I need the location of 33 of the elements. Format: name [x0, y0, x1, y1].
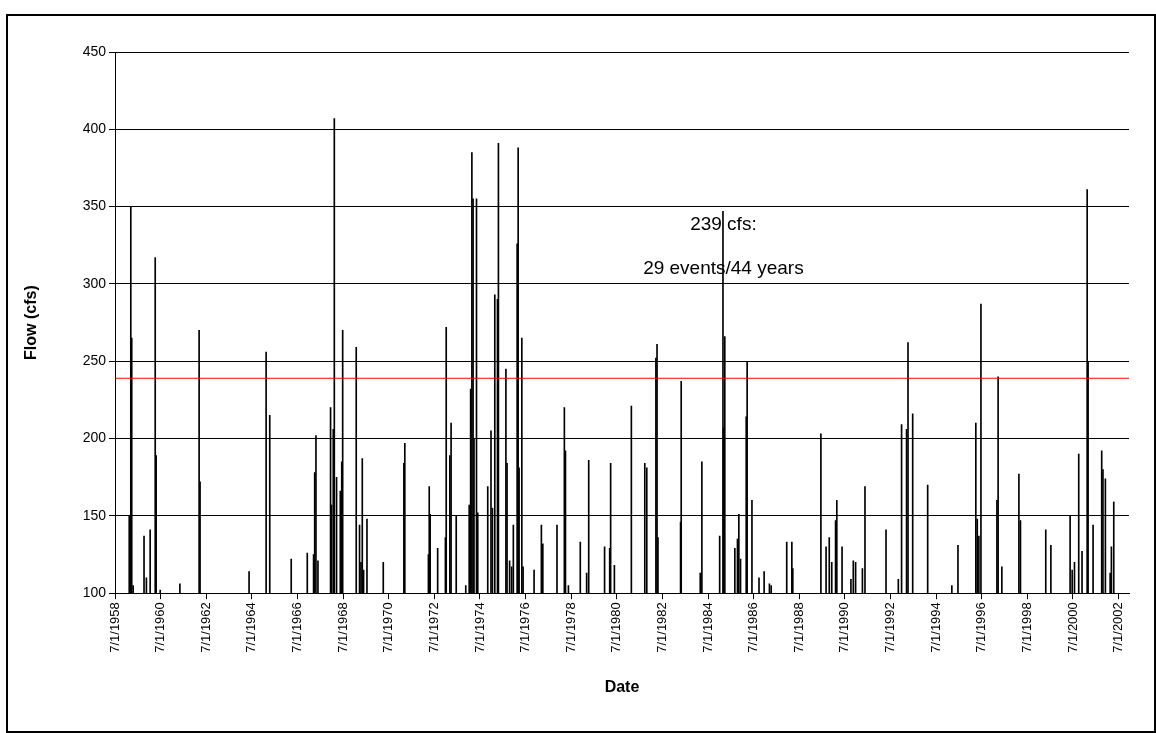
- x-tick-label: 7/1/1970: [380, 602, 396, 653]
- y-tick-label: 400: [82, 120, 107, 137]
- x-tick-label: 7/1/1980: [608, 602, 624, 653]
- x-tick-label: 7/1/1964: [243, 602, 259, 653]
- x-tick-label: 7/1/2000: [1064, 602, 1080, 653]
- x-tick-label: 7/1/1986: [745, 602, 761, 653]
- x-tick-label: 7/1/1960: [152, 602, 168, 653]
- x-tick-label: 7/1/1972: [425, 602, 441, 653]
- y-tick-label: 450: [82, 42, 107, 59]
- x-tick-label: 7/1/2002: [1110, 602, 1126, 653]
- y-tick-label: 150: [82, 506, 107, 523]
- x-tick-label: 7/1/1984: [699, 602, 715, 653]
- x-axis-title: Date: [604, 677, 640, 695]
- x-tick-label: 7/1/1982: [653, 602, 669, 653]
- x-tick-label: 7/1/1988: [790, 602, 806, 653]
- x-tick-label: 7/1/1978: [562, 602, 578, 653]
- y-tick-label: 350: [82, 197, 107, 214]
- x-tick-label: 7/1/1976: [517, 602, 533, 653]
- x-tick-label: 7/1/1996: [973, 602, 989, 653]
- x-tick-label: 7/1/1962: [197, 602, 213, 653]
- x-tick-label: 7/1/1966: [289, 602, 305, 653]
- y-tick-label: 200: [82, 429, 107, 446]
- y-tick-label: 250: [82, 352, 107, 369]
- y-tick-label: 100: [82, 584, 107, 601]
- x-tick-label: 7/1/1990: [836, 602, 852, 653]
- x-tick-label: 7/1/1994: [927, 602, 943, 653]
- x-tick-label: 7/1/1998: [1018, 602, 1034, 653]
- x-tick-label: 7/1/1968: [334, 602, 350, 653]
- x-tick-label: 7/1/1992: [882, 602, 898, 653]
- x-tick-label: 7/1/1974: [471, 602, 487, 653]
- y-axis-title: Flow (cfs): [22, 285, 40, 360]
- y-tick-label: 300: [82, 274, 107, 291]
- x-tick-label: 7/1/1958: [106, 602, 122, 653]
